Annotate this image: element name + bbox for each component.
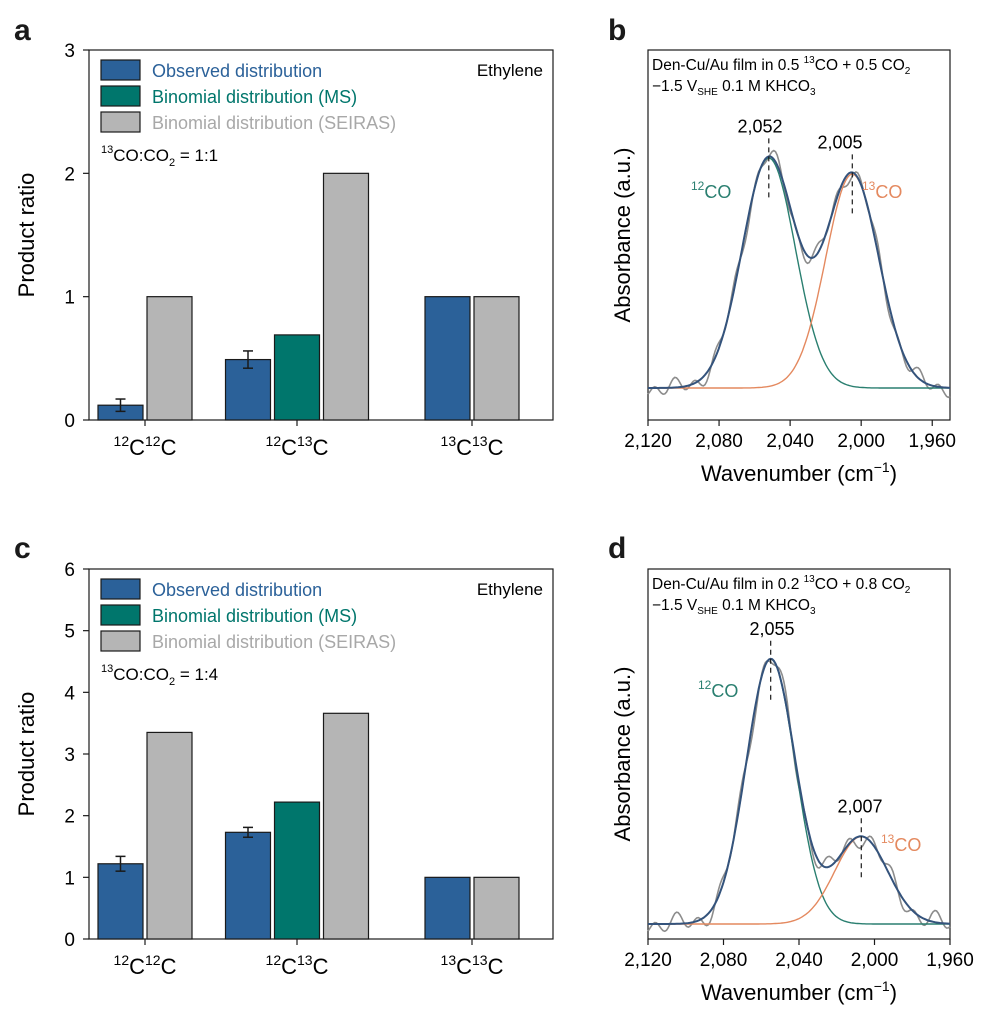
x-tick-label: 2,080 xyxy=(700,950,748,971)
peak-label: 2,052 xyxy=(737,116,782,136)
isotope-ratio-label: 13CO:CO2 = 1:4 xyxy=(101,663,218,688)
plot-frame xyxy=(647,568,951,940)
condition-line-1: Den-Cu/Au film in 0.5 13CO + 0.5 CO2 xyxy=(652,55,911,77)
product-label: Ethylene xyxy=(477,580,543,599)
envelope-fit-line xyxy=(648,657,951,925)
panel-b-spectrum-chart: 2,120 2,080 2,040 2,000 1,960 Wavenumber (cm−… xyxy=(610,49,956,486)
x-tick-label: 2,120 xyxy=(624,950,672,971)
legend-swatch-binomial-ms xyxy=(100,85,141,107)
co12-label: 12CO xyxy=(691,179,731,202)
y-tick-label: 2 xyxy=(64,807,75,828)
legend-label-binomial-seiras: Binomial distribution (SEIRAS) xyxy=(152,632,396,652)
x-tick-label: 2,000 xyxy=(837,431,885,452)
panel-label-d: d xyxy=(608,532,626,565)
co12-label: 12CO xyxy=(698,678,738,701)
raw-spectrum-line xyxy=(647,660,951,933)
bar-binomial-seiras xyxy=(473,876,520,940)
x-tick-label: 12C13C xyxy=(266,952,329,979)
legend-swatch-binomial-ms xyxy=(100,604,141,626)
peak-label: 2,005 xyxy=(817,132,862,152)
condition-line-2: −1.5 VSHE 0.1 M KHCO3 xyxy=(652,78,816,98)
x-tick-label: 2,080 xyxy=(695,431,743,452)
panel-label-b: b xyxy=(608,14,626,47)
bar-observed xyxy=(424,296,471,421)
y-axis-label: Absorbance (a.u.) xyxy=(610,148,635,323)
x-axis-label: Wavenumber (cm−1) xyxy=(701,978,897,1005)
bar-observed xyxy=(224,831,272,940)
y-axis-label: Absorbance (a.u.) xyxy=(610,667,635,842)
legend-swatch-binomial-seiras xyxy=(100,111,141,133)
x-tick-label: 12C13C xyxy=(266,433,329,460)
y-tick-label: 4 xyxy=(64,683,75,704)
bar-binomial-seiras xyxy=(146,296,193,421)
panel-label-a: a xyxy=(14,14,31,47)
bar-binomial-seiras xyxy=(322,172,370,421)
plot-frame xyxy=(88,49,554,421)
bar-observed xyxy=(424,876,471,940)
legend-swatch-binomial-seiras xyxy=(100,630,141,652)
x-tick-label: 2,040 xyxy=(766,431,814,452)
product-label: Ethylene xyxy=(477,61,543,80)
panel-d-spectrum-chart: 2,120 2,080 2,040 2,000 1,960 Wavenumber (cm−… xyxy=(610,568,974,1005)
panel-label-c: c xyxy=(14,532,31,565)
x-tick-label: 1,960 xyxy=(926,950,974,971)
y-tick-label: 6 xyxy=(64,560,75,581)
y-tick-label: 2 xyxy=(64,164,75,185)
y-axis-label: Product ratio xyxy=(14,173,39,298)
bar-binomial-seiras xyxy=(473,296,520,421)
y-tick-label: 1 xyxy=(64,288,75,309)
peak-label: 2,055 xyxy=(749,619,794,639)
y-tick-label: 1 xyxy=(64,868,75,889)
y-axis-label: Product ratio xyxy=(14,692,39,817)
y-tick-label: 3 xyxy=(64,745,75,766)
x-tick-label: 2,120 xyxy=(624,431,672,452)
x-tick-label: 13C13C xyxy=(441,952,504,979)
legend-label-binomial-ms: Binomial distribution (MS) xyxy=(152,87,357,107)
x-tick-label: 12C12C xyxy=(114,952,177,979)
legend-label-binomial-seiras: Binomial distribution (SEIRAS) xyxy=(152,113,396,133)
peak-label: 2,007 xyxy=(837,796,882,816)
x-axis-label: Wavenumber (cm−1) xyxy=(701,459,897,486)
bar-observed xyxy=(97,863,144,940)
x-tick-label: 12C12C xyxy=(114,433,177,460)
bar-binomial-ms xyxy=(273,334,321,421)
x-tick-label: 2,040 xyxy=(775,950,823,971)
x-tick-label: 1,960 xyxy=(908,431,956,452)
legend-swatch-observed xyxy=(100,578,141,600)
panel-c-bar-chart: 0 1 2 3 4 5 6 Product ratio 12C12C 12C13C 13C13C Ob… xyxy=(14,560,554,979)
co13-label: 13CO xyxy=(862,179,902,202)
x-tick-label: 13C13C xyxy=(441,433,504,460)
panel-labels: a b c d xyxy=(14,14,626,565)
co12-fit-line xyxy=(648,658,950,925)
panel-a-bar-chart: 0 1 2 3 Product ratio 12C12C 12C13C 13C13C Obser… xyxy=(14,41,554,460)
isotope-ratio-label: 13CO:CO2 = 1:1 xyxy=(101,144,218,169)
y-tick-label: 0 xyxy=(64,930,75,951)
legend-label-observed: Observed distribution xyxy=(152,61,322,81)
envelope-fit-line xyxy=(648,155,950,389)
condition-line-2: −1.5 VSHE 0.1 M KHCO3 xyxy=(652,597,816,617)
y-tick-label: 5 xyxy=(64,622,75,643)
bar-binomial-seiras xyxy=(322,712,370,940)
plot-frame xyxy=(647,49,951,421)
y-tick-label: 3 xyxy=(64,41,75,62)
legend-label-binomial-ms: Binomial distribution (MS) xyxy=(152,606,357,626)
x-tick-label: 2,000 xyxy=(851,950,899,971)
bar-binomial-ms xyxy=(273,801,321,940)
co13-label: 13CO xyxy=(881,832,921,855)
legend-swatch-observed xyxy=(100,59,141,81)
y-tick-label: 0 xyxy=(64,411,75,432)
condition-line-1: Den-Cu/Au film in 0.2 13CO + 0.8 CO2 xyxy=(652,574,911,596)
bar-binomial-seiras xyxy=(146,731,193,940)
legend-label-observed: Observed distribution xyxy=(152,580,322,600)
